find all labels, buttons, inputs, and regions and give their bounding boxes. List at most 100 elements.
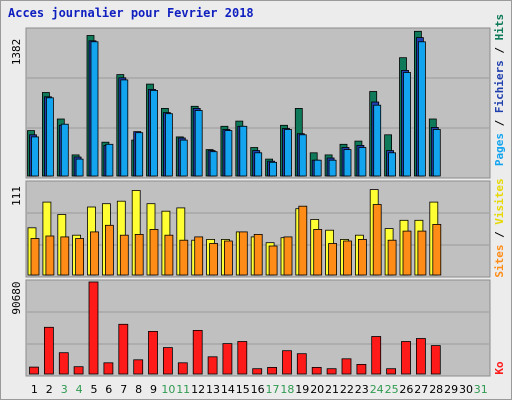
- x-tick-label-day-20: 20: [310, 383, 324, 396]
- sites-bar-day-21: [328, 243, 338, 276]
- x-tick-label-day-15: 15: [236, 383, 250, 396]
- ko-bar-day-16: [252, 368, 263, 375]
- legend-sep-1: /: [493, 113, 506, 133]
- pages-bar-day-16: [254, 152, 263, 177]
- sites-bar-day-1: [30, 238, 40, 276]
- sites-bar-day-27: [417, 230, 427, 276]
- legend-sep-2: /: [493, 40, 506, 60]
- sites-bar-day-18: [283, 236, 293, 276]
- pages-bar-day-26: [403, 72, 411, 177]
- x-axis-labels: 1 2 3 4 5 6 7 8 9 10 11 12 13 14 15 16 17 18 19 20 21 22 23 24 2…: [31, 383, 488, 396]
- x-tick-label-day-17: 17: [266, 383, 280, 396]
- ko-bar-day-25: [386, 368, 397, 375]
- bottom-bars: [29, 281, 441, 375]
- sites-bar-day-11: [179, 239, 189, 276]
- ko-bar-day-26: [401, 341, 411, 375]
- x-tick-label-day-22: 22: [340, 383, 354, 396]
- bottom-legend: Ko: [493, 361, 506, 375]
- sites-bar-day-6: [105, 224, 114, 276]
- x-tick-label-day-13: 13: [206, 383, 220, 396]
- pages-bar-day-2: [46, 97, 54, 177]
- top-bars: [27, 30, 441, 177]
- x-tick-label-day-2: 2: [46, 383, 53, 396]
- top-grid: [27, 77, 489, 129]
- x-tick-label-day-29: 29: [444, 383, 458, 396]
- pages-bar-day-24: [373, 104, 382, 177]
- sites-bar-day-26: [402, 230, 412, 276]
- x-tick-label-day-25: 25: [385, 383, 399, 396]
- sites-bar-day-7: [119, 234, 129, 276]
- ko-bar-day-8: [133, 359, 144, 375]
- x-tick-label-day-5: 5: [91, 383, 98, 396]
- ko-bar-day-24: [371, 336, 382, 375]
- ko-bar-day-28: [430, 345, 441, 375]
- x-tick-label-day-19: 19: [295, 383, 309, 396]
- legend-hits: Hits: [493, 14, 506, 41]
- sites-bar-day-19: [298, 205, 308, 276]
- x-tick-label-day-8: 8: [135, 383, 142, 396]
- pages-bar-day-7: [120, 79, 129, 177]
- ko-bar-day-2: [44, 326, 54, 375]
- pages-bar-day-20: [313, 159, 322, 177]
- sites-bar-day-24: [372, 204, 382, 276]
- pages-bar-day-19: [298, 134, 307, 177]
- ko-bar-day-12: [192, 329, 203, 375]
- ko-bar-day-20: [311, 366, 322, 375]
- x-tick-label-day-31: 31: [474, 383, 488, 396]
- sites-bar-day-5: [90, 231, 99, 276]
- middle-bars: [27, 189, 442, 276]
- sites-bar-day-25: [387, 239, 397, 276]
- sites-bar-day-20: [313, 228, 323, 276]
- bottom-grid: [27, 311, 489, 345]
- ko-bar-day-4: [73, 366, 84, 375]
- x-tick-label-day-11: 11: [176, 383, 190, 396]
- ko-bar-day-23: [356, 363, 367, 375]
- ko-bar-day-14: [222, 343, 233, 375]
- sites-bar-day-2: [45, 235, 55, 276]
- pages-bar-day-6: [105, 143, 114, 177]
- sites-bar-day-13: [209, 243, 219, 276]
- ko-bar-day-22: [341, 358, 352, 375]
- ko-bar-day-7: [118, 323, 129, 375]
- ko-bar-day-10: [162, 347, 173, 375]
- x-tick-label-day-26: 26: [399, 383, 413, 396]
- pages-bar-day-8: [135, 132, 144, 177]
- x-tick-label-day-24: 24: [370, 383, 384, 396]
- ko-bar-day-27: [415, 338, 426, 375]
- ko-bar-day-9: [148, 330, 158, 375]
- x-tick-label-day-7: 7: [120, 383, 127, 396]
- sites-bar-day-3: [60, 236, 70, 276]
- ko-bar-day-13: [207, 356, 218, 375]
- pages-bar-day-4: [75, 158, 84, 177]
- ko-bar-day-5: [88, 281, 99, 375]
- ko-bar-day-6: [103, 362, 114, 375]
- x-tick-label-day-6: 6: [105, 383, 112, 396]
- ko-bar-day-21: [326, 368, 337, 375]
- sites-bar-day-22: [343, 240, 352, 276]
- ko-bar-day-19: [296, 353, 307, 375]
- x-tick-label-day-30: 30: [459, 383, 473, 396]
- pages-bar-day-27: [417, 41, 426, 177]
- sites-bar-day-14: [223, 240, 233, 276]
- pages-bar-day-3: [60, 123, 69, 177]
- pages-bar-day-18: [284, 129, 292, 177]
- legend-sites: Sites: [493, 245, 506, 278]
- pages-bar-day-13: [209, 151, 218, 177]
- pages-bar-day-17: [269, 161, 278, 177]
- legend-fichiers: Fichiers: [493, 60, 506, 113]
- x-tick-label-day-9: 9: [150, 383, 157, 396]
- sites-bar-day-17: [268, 245, 278, 276]
- pages-bar-day-12: [194, 110, 203, 177]
- x-tick-label-day-18: 18: [280, 383, 294, 396]
- ko-bar-day-11: [177, 362, 188, 375]
- middle-ymax-label: 111: [10, 186, 23, 206]
- legend-visites: Visites: [493, 178, 506, 224]
- pages-bar-day-5: [90, 41, 99, 177]
- ko-bar-day-18: [282, 350, 292, 375]
- sites-bar-day-8: [134, 233, 144, 276]
- x-tick-label-day-12: 12: [191, 383, 205, 396]
- pages-bar-day-9: [150, 90, 158, 177]
- ko-bar-day-1: [29, 366, 39, 375]
- x-tick-label-day-16: 16: [251, 383, 265, 396]
- middle-legend: Sites / Visites: [493, 178, 506, 277]
